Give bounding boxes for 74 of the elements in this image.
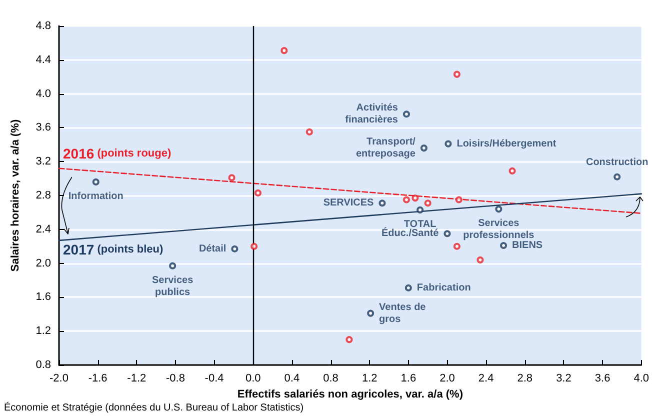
x-tick-label: 1.2 bbox=[362, 372, 378, 384]
y-tick-label: 2.8 bbox=[36, 190, 51, 202]
point bbox=[444, 140, 452, 148]
point bbox=[402, 110, 410, 118]
point bbox=[500, 242, 508, 249]
point bbox=[228, 174, 236, 182]
point bbox=[402, 196, 410, 204]
x-tick-label: 2.4 bbox=[478, 372, 494, 384]
x-tick-label: -0.4 bbox=[204, 372, 224, 384]
data-label: Détail bbox=[198, 243, 226, 254]
data-label: BIENS bbox=[512, 240, 543, 252]
y-tick-label: 1.6 bbox=[36, 291, 51, 304]
x-tick-label: 0.4 bbox=[284, 372, 300, 384]
point bbox=[250, 242, 258, 250]
point bbox=[495, 206, 502, 213]
point bbox=[453, 70, 460, 78]
point bbox=[378, 200, 386, 207]
point bbox=[614, 173, 621, 180]
x-tick-label: 0.0 bbox=[245, 372, 261, 384]
data-label: Construction bbox=[586, 156, 648, 168]
data-label: Information bbox=[68, 190, 124, 202]
data-label: Services professionnels bbox=[463, 218, 535, 242]
y-tick-label: 2.4 bbox=[36, 223, 51, 236]
x-tick-label: -1.2 bbox=[127, 372, 146, 384]
x-tick-label: 0.8 bbox=[323, 372, 338, 384]
y-tick-label: 3.6 bbox=[36, 122, 51, 134]
data-label: TOTAL bbox=[404, 218, 436, 230]
point bbox=[404, 284, 412, 292]
point bbox=[444, 230, 451, 238]
x-tick-label: 2.8 bbox=[517, 372, 533, 384]
y-tick-label: 4.8 bbox=[36, 20, 51, 32]
point bbox=[306, 128, 313, 136]
point bbox=[476, 256, 484, 264]
data-label: Fabrication bbox=[416, 282, 471, 294]
text: Économie et Stratégie (données du U.S. Bureau of Labor Statistics) bbox=[4, 402, 304, 414]
point bbox=[169, 262, 176, 270]
y-tick-label: 2.0 bbox=[36, 257, 51, 270]
point bbox=[424, 200, 432, 207]
x-tick-label: 1.6 bbox=[400, 372, 416, 384]
data-label: Éduc./Santé bbox=[381, 227, 440, 240]
x-tick-label: 3.6 bbox=[594, 372, 610, 384]
text: 2016 (points rouge) bbox=[63, 145, 172, 162]
x-tick-label: 2.0 bbox=[440, 372, 455, 384]
data-label: Ventes de gros bbox=[379, 302, 426, 325]
point bbox=[367, 310, 374, 317]
x-tick-label: -2.0 bbox=[50, 372, 68, 384]
data-label: Loisirs/Hébergement bbox=[456, 138, 557, 150]
point bbox=[420, 144, 428, 152]
series-label: 2017 (points bleu) bbox=[63, 241, 164, 258]
point bbox=[412, 194, 419, 202]
y-tick-label: 0.8 bbox=[36, 359, 51, 371]
y-tick-label: 1.2 bbox=[36, 325, 51, 338]
point bbox=[346, 336, 353, 344]
data-label: Activités financières bbox=[345, 102, 398, 126]
point bbox=[254, 189, 262, 196]
x-tick-label: -1.6 bbox=[88, 372, 108, 384]
point bbox=[231, 245, 238, 252]
x-axis-title: Effectifs salariés non agricoles, var. a/a (%) bbox=[237, 388, 464, 400]
y-tick-label: 4.4 bbox=[36, 54, 51, 66]
point bbox=[508, 167, 516, 174]
y-tick-label: 4.0 bbox=[36, 88, 51, 100]
y-tick-label: 3.2 bbox=[36, 156, 51, 168]
point bbox=[280, 47, 288, 54]
x-tick-label: 4.0 bbox=[634, 372, 650, 384]
data-label: Transport/ entreposage bbox=[356, 136, 416, 160]
x-tick-label: -0.8 bbox=[166, 372, 185, 384]
data-label: SERVICES bbox=[323, 198, 374, 209]
x-tick-label: 3.2 bbox=[556, 372, 572, 384]
point bbox=[92, 178, 100, 186]
point bbox=[453, 242, 460, 250]
point bbox=[416, 206, 424, 214]
point bbox=[455, 196, 462, 204]
data-label: Services publics bbox=[152, 274, 194, 298]
y-axis-title: Salaires horaires, var. a/a (%) bbox=[10, 119, 22, 272]
